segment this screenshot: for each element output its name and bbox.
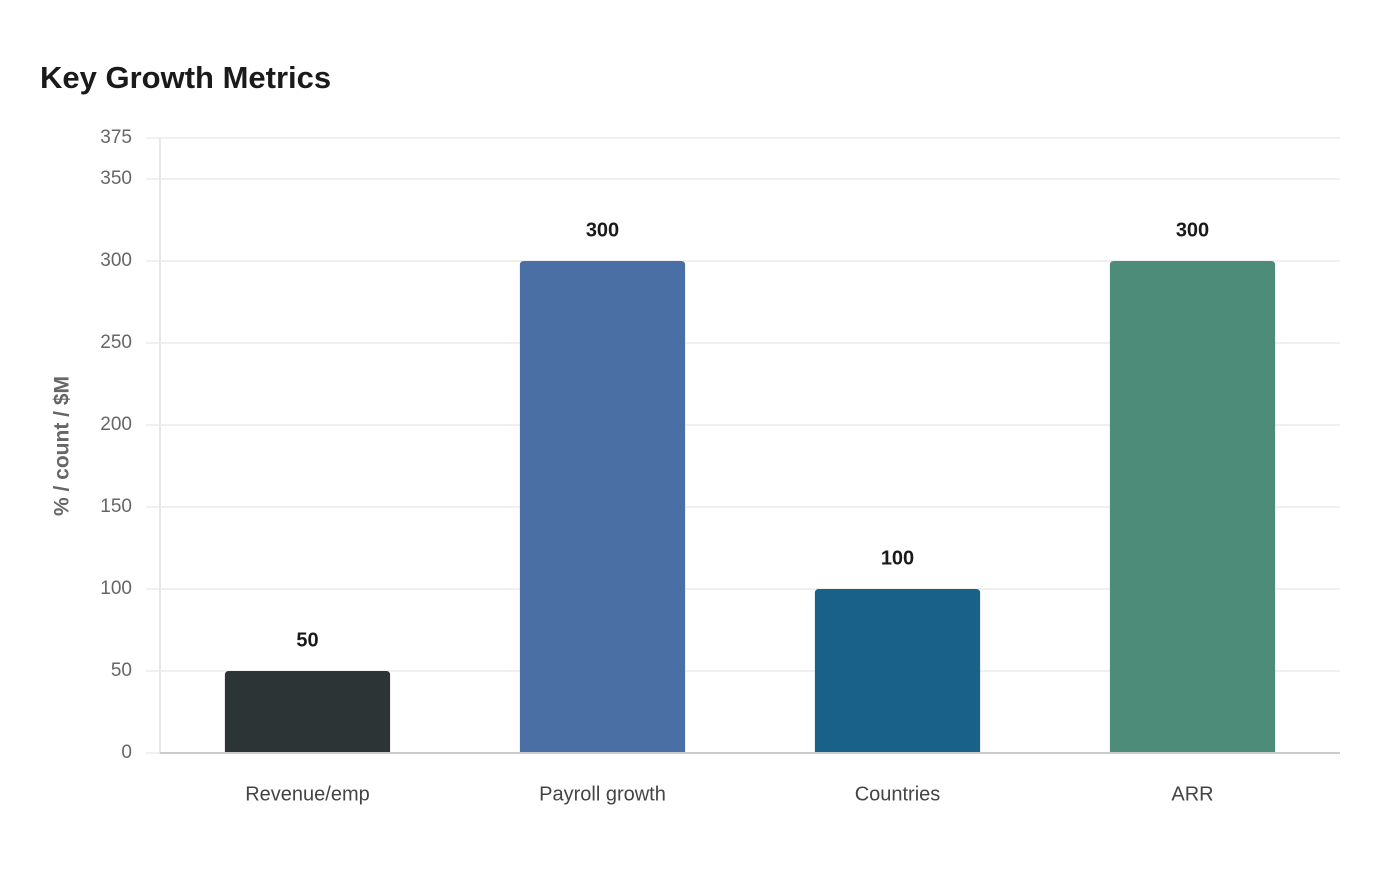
bar — [224, 671, 391, 753]
y-tick-label: 350 — [100, 168, 132, 189]
value-label: 100 — [881, 547, 914, 569]
chart-title: Key Growth Metrics — [40, 60, 331, 95]
y-tick-label: 0 — [121, 742, 132, 763]
y-tick-label: 50 — [111, 660, 132, 681]
x-tick-label: ARR — [1171, 783, 1213, 805]
x-tick-label: Payroll growth — [539, 783, 666, 805]
value-label: 300 — [586, 219, 619, 241]
y-axis-label: % / count / $M — [51, 376, 74, 516]
y-tick-label: 100 — [100, 578, 132, 599]
bar — [814, 589, 981, 753]
bar — [1109, 261, 1276, 753]
value-label: 50 — [296, 629, 318, 651]
y-tick-label: 375 — [100, 127, 132, 148]
value-label: 300 — [1176, 219, 1209, 241]
y-tick-label: 200 — [100, 414, 132, 435]
y-tick-label: 300 — [100, 250, 132, 271]
bar — [519, 261, 686, 753]
x-tick-label: Countries — [855, 783, 941, 805]
x-tick-label: Revenue/emp — [245, 783, 370, 805]
y-tick-label: 150 — [100, 496, 132, 517]
y-tick-label: 250 — [100, 332, 132, 353]
